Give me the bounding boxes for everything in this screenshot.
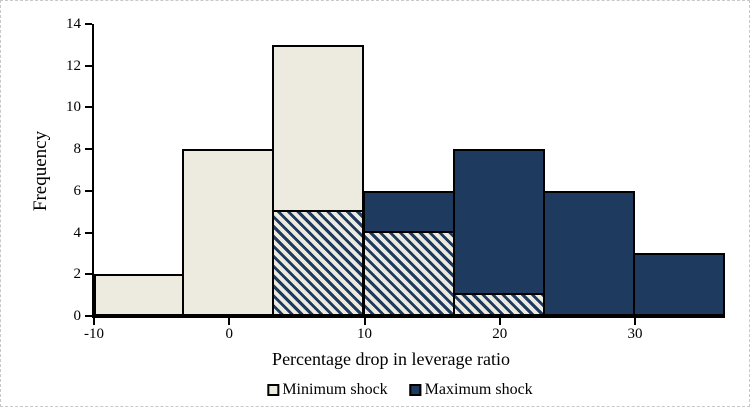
x-axis-line <box>92 316 726 318</box>
bar-segment-overlap-hatched <box>452 293 545 316</box>
y-tick-label: 6 <box>73 182 82 199</box>
bar-segment-minimum-shock <box>182 149 275 316</box>
y-tick-label: 4 <box>73 224 82 241</box>
y-tick-label: 12 <box>66 57 81 74</box>
x-axis-tick <box>634 318 636 325</box>
y-tick-label: 10 <box>66 99 81 116</box>
bar-segment-overlap-hatched <box>272 209 365 316</box>
x-axis-tick <box>93 318 95 325</box>
minimum-shock-swatch-icon <box>267 384 280 396</box>
x-tick-label: 0 <box>225 326 234 342</box>
y-axis-tick <box>85 106 92 109</box>
maximum-shock-swatch-icon <box>409 384 422 396</box>
x-tick-label: 30 <box>627 326 643 342</box>
y-tick-label: 14 <box>66 16 81 32</box>
y-axis-tick <box>85 64 92 67</box>
x-tick-label: -10 <box>84 326 104 342</box>
y-axis-tick <box>85 231 92 234</box>
y-axis-tick <box>85 148 92 151</box>
bar-segment-maximum-shock <box>633 253 726 316</box>
bar-segment-minimum-shock <box>272 44 365 212</box>
y-axis-tick <box>85 315 92 317</box>
y-axis-line <box>92 24 94 318</box>
legend-item-maximum-shock: Maximum shock <box>409 381 533 398</box>
bar-segment-maximum-shock <box>452 149 545 296</box>
y-tick-label: 2 <box>73 266 82 283</box>
legend-label: Minimum shock <box>282 381 388 398</box>
x-axis-tick <box>498 318 501 325</box>
x-axis-tick <box>363 318 366 325</box>
bar-segment-maximum-shock <box>362 190 455 233</box>
bar-segment-overlap-hatched <box>362 230 455 316</box>
bar-segment-maximum-shock <box>542 190 635 316</box>
legend: Minimum shock Maximum shock <box>267 381 533 398</box>
y-axis-tick <box>85 273 92 276</box>
y-tick-label: 0 <box>73 308 82 324</box>
y-axis-tick <box>85 23 92 25</box>
bar-segment-minimum-shock <box>94 274 185 316</box>
x-tick-label: 10 <box>357 326 372 342</box>
x-axis-tick <box>228 318 231 325</box>
y-tick-label: 8 <box>73 141 82 158</box>
y-axis-tick <box>85 189 92 192</box>
x-tick-label: 20 <box>492 326 508 342</box>
legend-label: Maximum shock <box>424 381 533 398</box>
x-axis-title: Percentage drop in leverage ratio <box>272 349 510 369</box>
legend-item-minimum-shock: Minimum shock <box>267 381 388 398</box>
